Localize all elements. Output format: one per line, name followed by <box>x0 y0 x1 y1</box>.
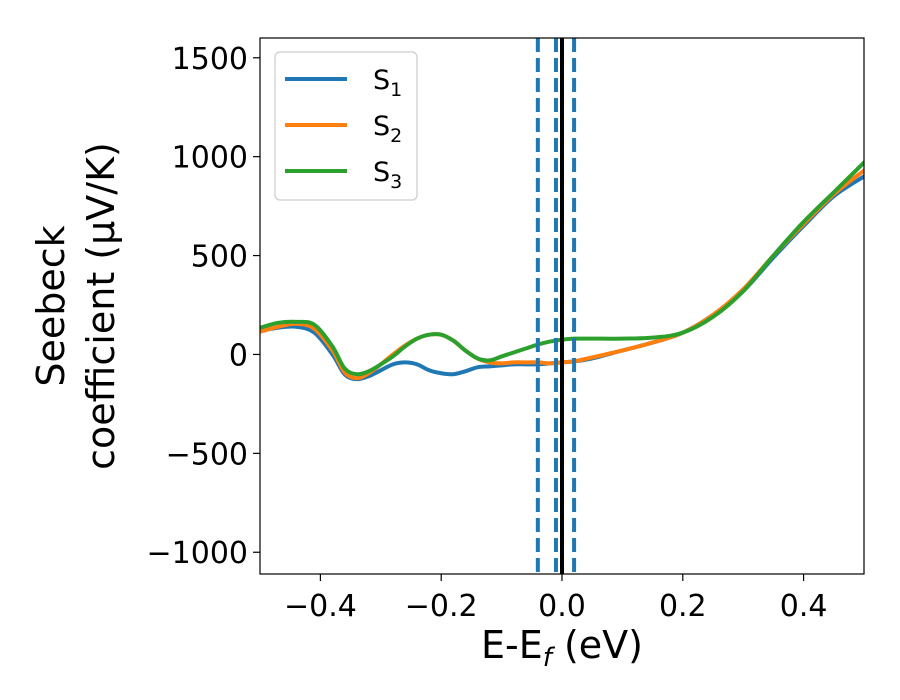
y-tick-label: −500 <box>166 437 248 472</box>
x-tick-label: −0.4 <box>284 589 357 624</box>
y-tick-label: 0 <box>229 338 248 373</box>
series-line-s3 <box>260 160 864 377</box>
x-tick-label: 0.4 <box>780 589 828 624</box>
legend-label-s2: S2 <box>373 111 402 147</box>
y-axis-label-line1: Seebeck <box>29 225 73 386</box>
y-tick-label: 500 <box>191 240 248 275</box>
x-tick-label: −0.2 <box>405 589 478 624</box>
plot-series-layer <box>260 160 864 382</box>
y-axis-label-line2: coefficient (μV/K) <box>79 142 123 470</box>
tick-layer: −0.4 −0.2 0.0 0.2 0.4 −1000 −500 0 500 1000 1500 <box>147 42 828 624</box>
legend-label-s3: S3 <box>373 157 402 193</box>
legend: S1 S2 S3 <box>274 51 418 201</box>
x-tick-label: 0.2 <box>659 589 707 624</box>
x-axis-label: E-Ef (eV) <box>481 623 643 673</box>
y-tick-label: 1500 <box>172 42 248 77</box>
reference-lines-layer <box>535 38 577 574</box>
y-tick-label: −1000 <box>147 536 248 571</box>
legend-label-s1: S1 <box>373 65 402 101</box>
x-tick-label: 0.0 <box>538 589 586 624</box>
plot-frame <box>259 37 865 575</box>
y-tick-label: 1000 <box>172 141 248 176</box>
